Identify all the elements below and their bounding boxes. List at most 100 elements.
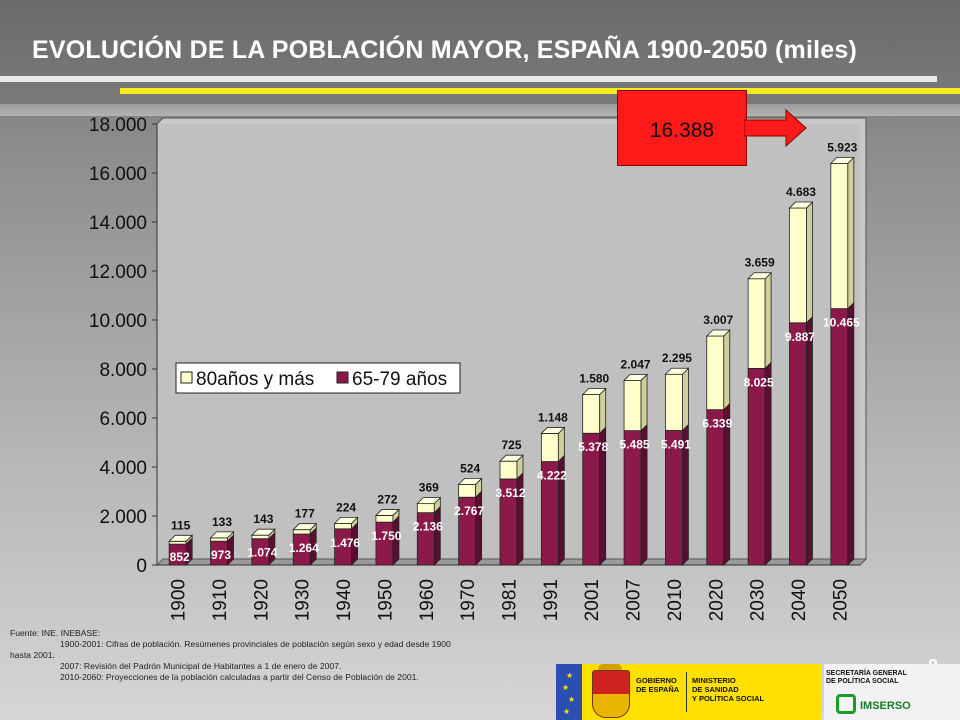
data-label-65-79: 1.750 (371, 529, 401, 543)
x-tick-label: 2040 (789, 579, 810, 621)
data-label-65-79: 4.222 (537, 469, 567, 483)
bar-80-plus-top (705, 329, 731, 337)
page-title: EVOLUCIÓN DE LA POBLACIÓN MAYOR, ESPAÑA … (32, 36, 858, 64)
title-underline-yellow (120, 88, 960, 94)
imserso-logo-text: IMSERSO (860, 700, 911, 712)
data-label-65-79: 10.465 (823, 316, 860, 330)
y-tick-label: 18.000 (89, 115, 147, 136)
bar-80-plus (623, 380, 642, 432)
data-label-80-plus: 2.295 (662, 351, 692, 365)
data-label-65-79: 1.476 (330, 536, 360, 550)
data-label-80-plus: 3.007 (703, 313, 733, 327)
stacked-bar-chart: 0 2.000 4.000 6.000 8.000 10.000 12.000 14.000 1… (89, 115, 868, 621)
data-label-80-plus: 4.683 (786, 185, 816, 199)
data-label-80-plus: 224 (336, 500, 356, 514)
svg-text:★: ★ (566, 671, 573, 680)
bar-65-79 (706, 409, 725, 566)
logo-divider (686, 672, 687, 712)
data-label-80-plus: 143 (253, 512, 273, 526)
ministerio-line: Y POLÍTICA SOCIAL (692, 694, 765, 703)
x-tick-label: 2030 (748, 579, 769, 621)
bar-80-plus (334, 522, 352, 530)
bar-80-plus (747, 278, 766, 369)
footnote-line: 2007: Revisión del Padrón Municipal de H… (60, 661, 342, 671)
bar-80-plus (789, 207, 807, 324)
footnote-line: 1900-2001: Cifras de población. Resúmene… (60, 639, 451, 649)
data-label-80-plus: 133 (212, 515, 232, 529)
bar-65-79 (747, 367, 766, 566)
x-tick-label: 1930 (293, 579, 314, 621)
data-label-65-79: 973 (211, 548, 231, 562)
data-label-80-plus: 524 (460, 461, 480, 475)
data-label-80-plus: 272 (377, 492, 397, 506)
total-callout: 16.388 (617, 90, 747, 166)
bar-80-plus (458, 483, 477, 498)
bar-65-79-side (433, 505, 441, 566)
footnote-line: hasta 2001. (10, 650, 55, 660)
data-label-80-plus: 1.580 (579, 372, 609, 386)
bar-80-plus-side (723, 329, 731, 411)
secretaria-line: SECRETARÍA GENERAL (826, 670, 907, 677)
y-tick-label: 8.000 (99, 360, 147, 381)
data-label-65-79: 2.136 (413, 520, 443, 534)
bar-80-plus-top (416, 497, 442, 505)
data-label-65-79: 9.887 (785, 330, 815, 344)
secretaria-line: DE POLÍTICA SOCIAL (826, 678, 899, 685)
legend-box (175, 362, 461, 394)
data-label-65-79: 3.512 (495, 486, 525, 500)
bar-80-plus-top (747, 272, 773, 280)
data-label-65-79: 5.485 (620, 438, 650, 452)
bar-80-plus-top (540, 427, 566, 434)
bar-80-plus (210, 537, 228, 542)
x-tick-label: 2010 (665, 579, 686, 621)
x-tick-label: 2020 (706, 579, 727, 621)
y-tick-label: 0 (136, 556, 147, 577)
x-tick-label: 1970 (458, 579, 479, 621)
secretaria-logo-box (824, 664, 960, 720)
data-label-65-79: 5.491 (661, 437, 691, 451)
data-label-80-plus: 177 (295, 507, 315, 521)
legend-swatch-65-79 (336, 371, 349, 384)
data-label-80-plus: 115 (171, 518, 191, 532)
data-label-65-79: 6.339 (702, 417, 732, 431)
gobierno-line: DE ESPAÑA (636, 685, 680, 694)
bar-80-plus (292, 529, 311, 535)
data-label-80-plus: 369 (419, 481, 439, 495)
bar-80-plus (540, 433, 559, 462)
eu-stars-icon: ★ ★ ★ ★ (562, 671, 575, 716)
y-tick-label: 14.000 (89, 213, 147, 234)
footnote-line: 2010-2060: Proyecciones de la población … (60, 672, 419, 682)
bar-65-79-side (806, 315, 813, 566)
x-tick-label: 1950 (375, 579, 396, 621)
ministerio-line: MINISTERIO (692, 676, 736, 685)
data-label-65-79: 5.378 (578, 440, 608, 454)
imserso-icon (836, 694, 856, 714)
bar-80-plus-top (333, 516, 359, 524)
data-label-65-79: 1.074 (247, 546, 277, 560)
bar-80-plus-top (623, 374, 649, 381)
footnote-line: Fuente: INE. INEBASE: (10, 628, 101, 638)
gobierno-logo-text: GOBIERNO DE ESPAÑA (636, 676, 679, 694)
bar-80-plus (665, 373, 683, 431)
bar-65-79-side (475, 490, 483, 566)
data-label-65-79: 1.264 (289, 541, 319, 555)
bar-65-79-side (847, 301, 855, 566)
svg-text:★: ★ (568, 695, 575, 704)
data-label-80-plus: 5.923 (827, 140, 857, 154)
spain-coat-of-arms-icon (592, 670, 630, 718)
bar-80-plus (499, 460, 518, 480)
y-tick-label: 10.000 (89, 311, 147, 332)
bar-80-plus (830, 163, 849, 310)
legend-swatch-80-plus (180, 371, 193, 384)
callout-arrow-icon (744, 108, 807, 148)
x-tick-label: 1991 (541, 579, 562, 621)
bar-80-plus (168, 540, 187, 545)
gobierno-line: GOBIERNO (636, 676, 677, 685)
secretaria-logo-text: SECRETARÍA GENERAL DE POLÍTICA SOCIAL (826, 670, 907, 686)
bar-80-plus-top (499, 454, 524, 462)
svg-text:★: ★ (562, 683, 569, 692)
bar-80-plus (582, 394, 601, 434)
title-underline-white (0, 76, 937, 82)
data-label-65-79: 2.767 (454, 504, 484, 518)
data-label-65-79: 8.025 (744, 375, 774, 389)
